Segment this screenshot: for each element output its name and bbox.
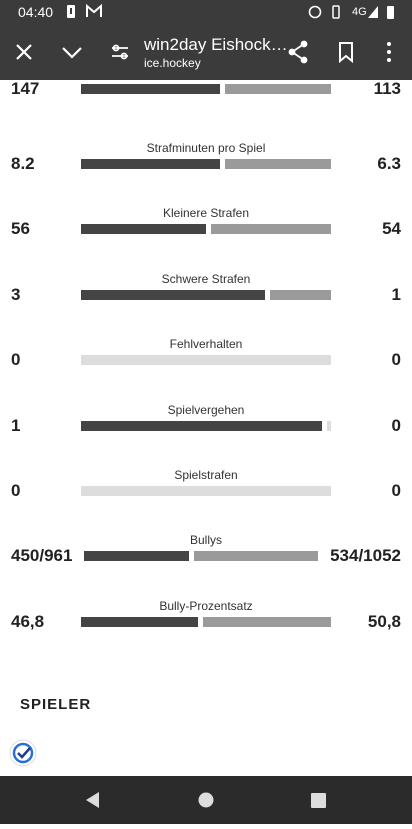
collapse[interactable] [62,47,82,59]
privacy-badge[interactable] [8,738,38,768]
stat-label: Strafminuten pro Spiel [146,141,266,155]
right-value: 0 [391,350,401,370]
stat-label: Bully-Prozentsatz [159,598,253,613]
back[interactable] [86,792,99,808]
bar [81,84,331,94]
right-value: 1 [391,284,401,304]
right-value: 6.3 [377,154,401,173]
right-value: 50,8 [367,611,401,631]
stat-line: 450/961 534/1052 [11,545,401,567]
right-value: 54 [382,219,401,239]
recents[interactable] [311,793,326,808]
right-value: 0 [391,415,401,435]
section-title: SPIELER [20,696,92,713]
bar [84,551,319,562]
stat-line: 56 54 [11,218,401,240]
stat-line: 147 113 [11,80,401,100]
bar [81,224,331,235]
bar-empty [81,486,331,496]
menu[interactable] [387,42,391,62]
left-value: 3 [11,284,21,304]
share[interactable] [288,40,308,64]
stat-label: Kleinere Strafen [162,206,250,221]
time: 04:40 [18,4,54,20]
content: SPIELER 147 113 Strafminuten pro Spiel 8.2 6… [0,80,412,776]
bar-left [81,289,265,300]
left-value: 450/961 [11,546,73,566]
bar-left [81,159,220,169]
bar-right [194,551,319,562]
bar-left [84,551,190,562]
bar-right [224,159,331,169]
left-value: 8.2 [11,154,35,173]
close[interactable] [16,44,32,60]
page-title: win2day Eishock… [144,35,288,54]
home[interactable] [198,792,214,808]
bar-left [81,420,323,431]
toolbar-icons [16,40,391,64]
nav-icons [86,792,326,808]
stat-label: Spielstrafen [174,468,238,482]
bar [81,486,331,496]
page-url: ice.hockey [144,56,201,70]
toolbar: win2day Eishock… ice.hockey [0,24,412,80]
right-value: 0 [391,481,401,500]
bar-right [269,289,331,300]
bar-right [210,224,331,235]
bar-left [81,224,206,235]
bar-right [327,420,331,431]
stat-label: Spielvergehen [167,402,245,417]
status-bar: 04:40 4G [0,0,412,24]
bar [81,420,331,431]
left-value: 56 [11,219,30,239]
left-value: 46,8 [11,611,45,631]
bar [81,159,331,169]
nav-bar [0,776,412,824]
bar-left [81,84,220,94]
left-value: 0 [11,350,21,370]
bar-empty [81,355,331,366]
bookmark[interactable] [339,42,353,64]
bar [81,355,331,366]
right-value: 534/1052 [330,546,401,566]
left-value: 0 [11,481,21,500]
right-value: 113 [373,80,401,98]
stat-line: 8.2 6.3 [11,153,401,175]
bar [81,289,331,300]
left-value: 147 [11,80,40,98]
stat-label: Schwere Strafen [161,271,251,286]
bar-right [203,616,331,627]
bar [81,616,331,627]
status-icons [67,3,394,19]
settings[interactable] [112,44,128,60]
stat-line: 46,8 50,8 [11,611,401,633]
bar-left [81,616,199,627]
stat-label: Fehlverhalten [169,337,243,352]
network: 4G [352,6,367,18]
stat-label: Bullys [189,533,222,548]
left-value: 1 [11,415,21,435]
bar-right [224,84,331,94]
